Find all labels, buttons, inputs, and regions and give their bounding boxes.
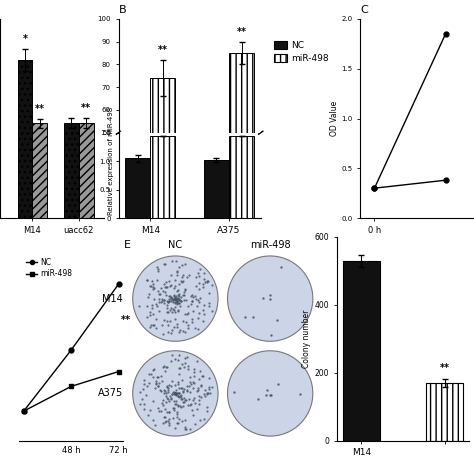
Text: C: C (360, 5, 368, 15)
NC (116, 282, 121, 287)
miR-498 (68, 383, 74, 389)
Bar (204, 160, 229, 218)
Line: miR-498: miR-498 (21, 369, 121, 414)
Text: **: ** (158, 46, 168, 55)
Bar (125, 158, 150, 218)
Text: A375: A375 (98, 388, 123, 399)
Circle shape (133, 351, 218, 436)
Bar (426, 383, 463, 441)
Text: **: ** (121, 315, 131, 325)
NC (21, 408, 27, 414)
Circle shape (133, 256, 218, 341)
Text: miR-498: miR-498 (250, 240, 291, 250)
Text: Relative expression of miR-498: Relative expression of miR-498 (109, 107, 114, 215)
miR-498 (21, 408, 27, 414)
Bar (64, 123, 79, 218)
Text: E: E (124, 240, 131, 250)
Circle shape (228, 351, 313, 436)
Bar (150, 78, 175, 246)
Text: B: B (118, 5, 126, 15)
Circle shape (228, 256, 313, 341)
Text: **: ** (35, 104, 45, 114)
Bar (79, 123, 94, 218)
Bar (18, 60, 32, 218)
Y-axis label: OD Value: OD Value (329, 101, 338, 136)
Text: NC: NC (168, 240, 182, 250)
Legend: NC, miR-498: NC, miR-498 (270, 37, 333, 67)
Bar (150, 136, 175, 218)
Bar (229, 53, 254, 246)
Line: NC: NC (21, 282, 121, 414)
Text: M14: M14 (102, 293, 123, 304)
Y-axis label: Colony number: Colony number (302, 310, 311, 368)
Text: **: ** (81, 103, 91, 113)
Bar (343, 261, 380, 441)
Text: *: * (23, 34, 27, 44)
miR-498 (116, 369, 121, 374)
Bar (229, 136, 254, 218)
NC (68, 347, 74, 353)
Text: **: ** (439, 363, 449, 373)
Legend: NC, miR-498: NC, miR-498 (23, 255, 75, 282)
Bar (32, 123, 47, 218)
Text: **: ** (237, 27, 246, 37)
